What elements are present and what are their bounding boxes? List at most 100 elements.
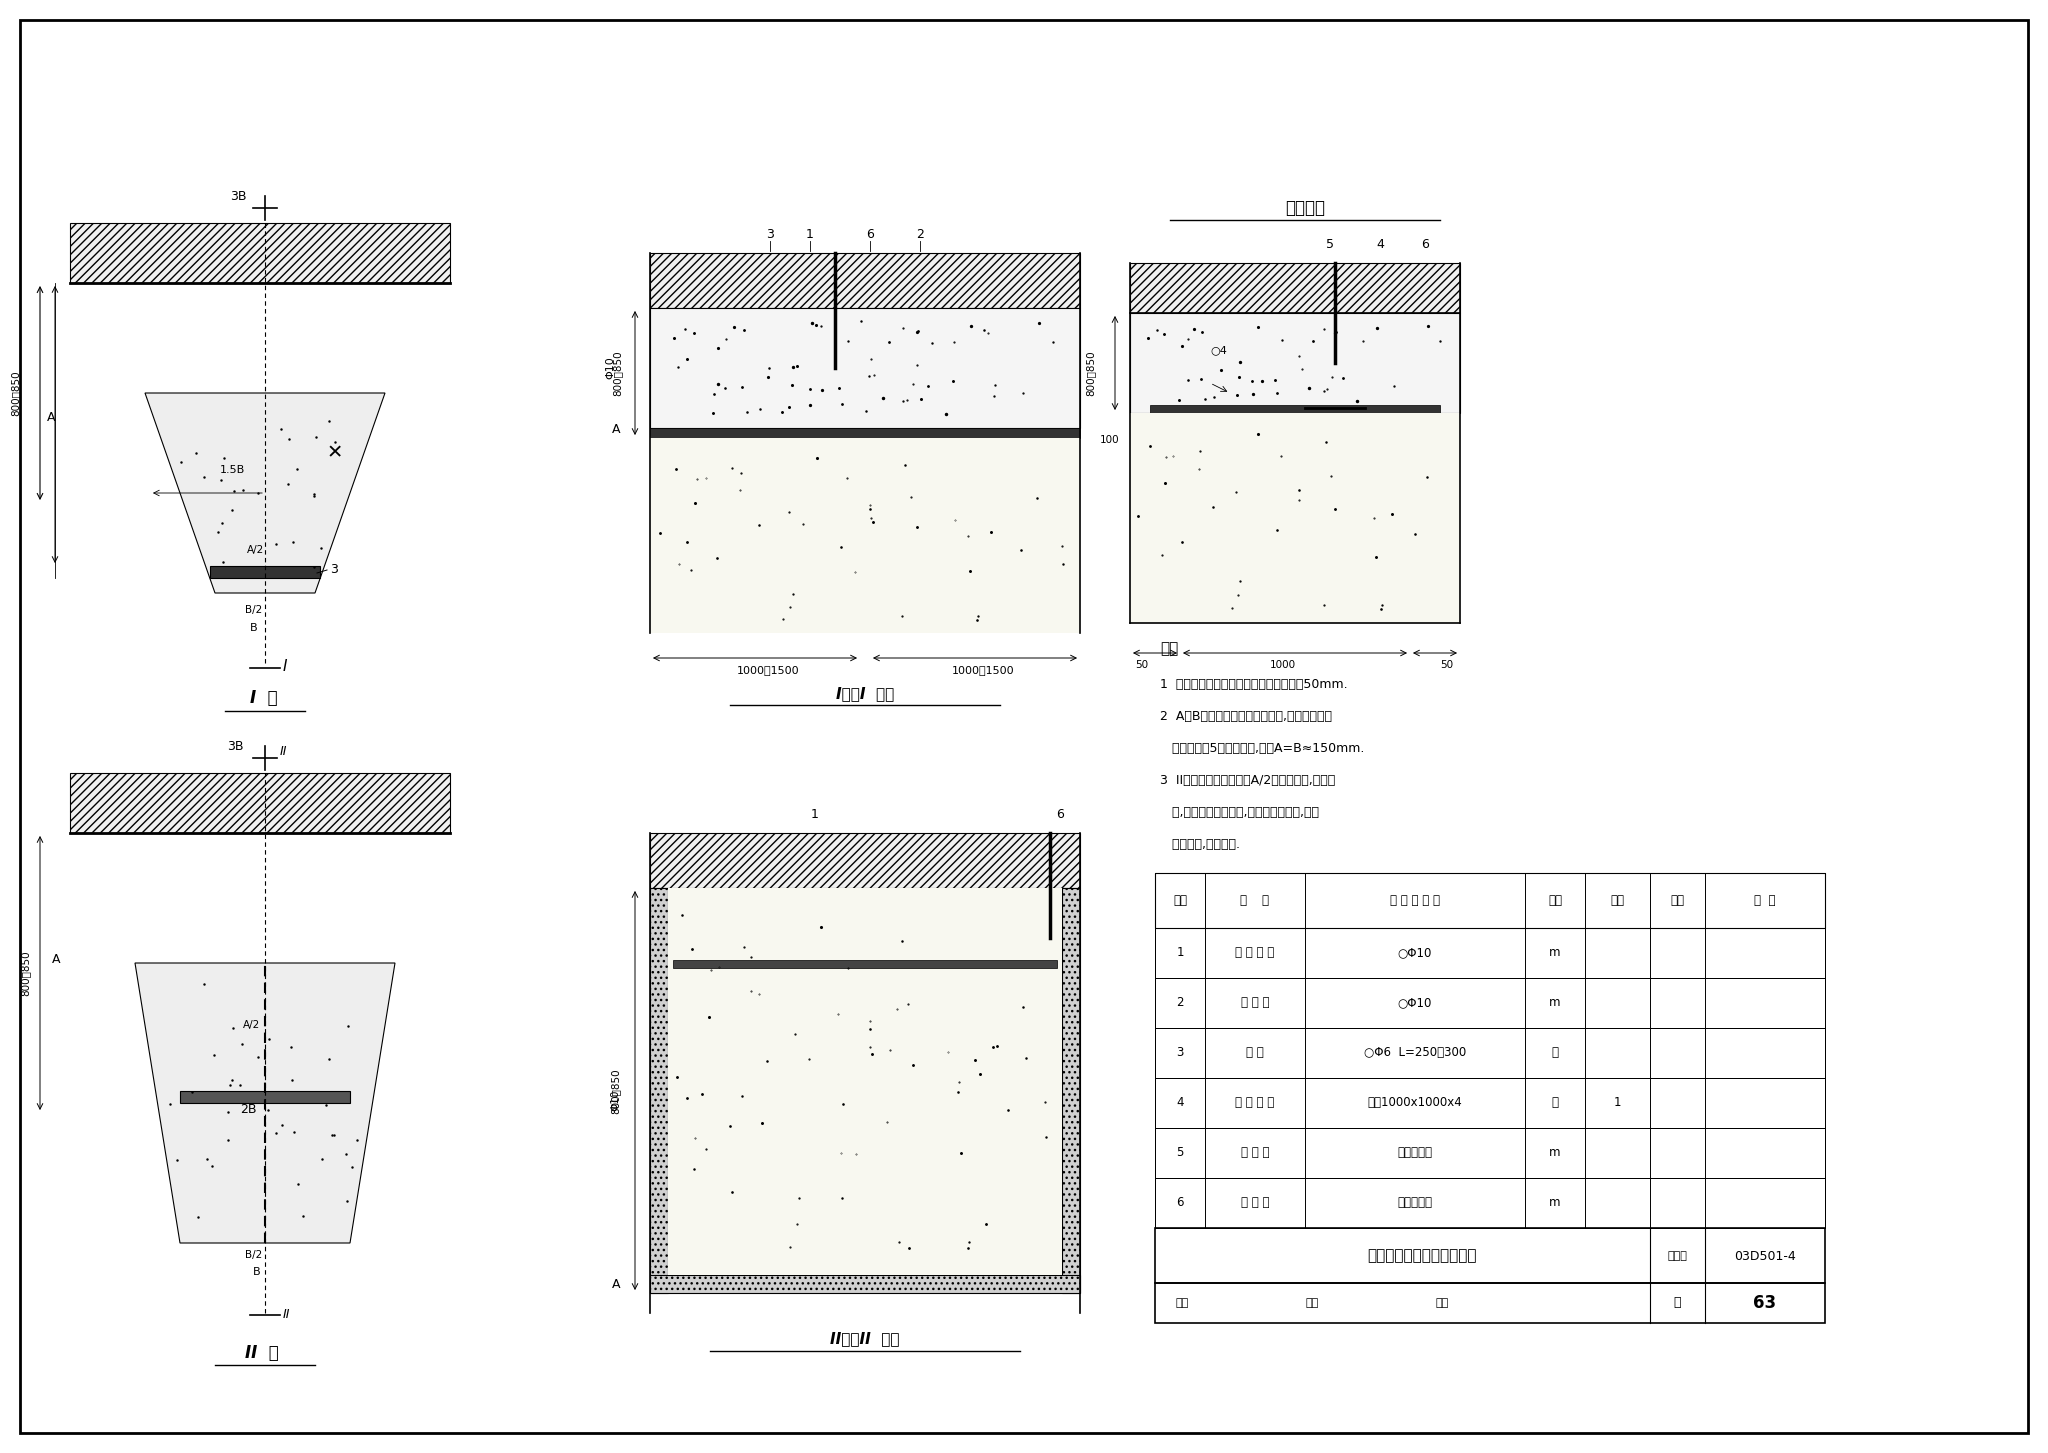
Text: A/2: A/2: [248, 545, 264, 555]
Text: 3: 3: [330, 562, 338, 575]
Text: 块: 块: [1552, 1097, 1559, 1110]
Text: 3B: 3B: [227, 740, 244, 753]
Text: 800～850: 800～850: [610, 1068, 621, 1114]
Text: 3: 3: [1176, 1046, 1184, 1059]
Text: m: m: [1548, 1146, 1561, 1159]
Text: 03D501-4: 03D501-4: [1735, 1250, 1796, 1263]
Text: 接 地 导 体: 接 地 导 体: [1235, 1097, 1274, 1110]
Text: 800～850: 800～850: [1085, 350, 1096, 395]
Text: 备  注: 备 注: [1755, 894, 1776, 907]
Text: 100: 100: [1100, 434, 1120, 445]
Polygon shape: [649, 253, 1079, 308]
Text: ○Φ10: ○Φ10: [1399, 997, 1432, 1010]
Text: 平板接地: 平板接地: [1284, 199, 1325, 216]
Bar: [649, 308, 1079, 429]
Bar: [649, 888, 668, 1293]
Text: 钢板1000x1000x4: 钢板1000x1000x4: [1368, 1097, 1462, 1110]
Bar: [1130, 312, 1460, 413]
Text: 采用降阻剂板型接地极安装: 采用降阻剂板型接地极安装: [1368, 1248, 1477, 1264]
Text: 6: 6: [866, 228, 874, 241]
Bar: [1155, 1178, 1825, 1228]
Text: 50: 50: [1440, 660, 1454, 670]
Text: B: B: [254, 1267, 260, 1277]
Text: 4: 4: [1376, 238, 1384, 251]
Text: 1: 1: [811, 808, 819, 821]
Text: 降 阻 剂: 降 阻 剂: [1241, 1196, 1270, 1209]
Text: 800～850: 800～850: [10, 371, 20, 416]
Text: Φ10: Φ10: [610, 1090, 621, 1110]
Text: II: II: [281, 745, 287, 758]
Text: ○4: ○4: [1210, 344, 1227, 355]
Text: Φ10: Φ10: [604, 356, 614, 379]
Text: 图集号: 图集号: [1667, 1251, 1688, 1261]
Text: 5: 5: [1325, 238, 1333, 251]
Text: 6: 6: [1176, 1196, 1184, 1209]
Bar: [1155, 1128, 1825, 1178]
Text: A/2: A/2: [244, 1020, 260, 1030]
Text: ○Φ6  L=250～300: ○Φ6 L=250～300: [1364, 1046, 1466, 1059]
Text: 数量: 数量: [1610, 894, 1624, 907]
Text: 见工程设计: 见工程设计: [1397, 1146, 1432, 1159]
Text: 1.5B: 1.5B: [219, 465, 246, 475]
Text: m: m: [1548, 997, 1561, 1010]
Text: m: m: [1548, 1196, 1561, 1209]
Bar: [674, 960, 1057, 968]
Text: B/2: B/2: [246, 1250, 262, 1260]
Text: 名    称: 名 称: [1241, 894, 1270, 907]
Text: 2: 2: [1176, 997, 1184, 1010]
Text: 校对: 校对: [1305, 1298, 1319, 1308]
Text: 支 架: 支 架: [1245, 1046, 1264, 1059]
Text: II  型: II 型: [246, 1344, 279, 1361]
Text: 5: 5: [1176, 1146, 1184, 1159]
Text: 页: 页: [1673, 1296, 1681, 1309]
Text: 见工程设计: 见工程设计: [1397, 1196, 1432, 1209]
Bar: [668, 888, 1063, 1274]
Bar: [180, 1091, 350, 1103]
Text: 2: 2: [915, 228, 924, 241]
Text: 页次: 页次: [1669, 894, 1683, 907]
Bar: [1063, 888, 1079, 1293]
Text: 2  A与B是根据降阻剂的要求而定,如果采用本图: 2 A与B是根据降阻剂的要求而定,如果采用本图: [1159, 711, 1331, 724]
Text: ○Φ10: ○Φ10: [1399, 946, 1432, 959]
Text: II: II: [283, 1308, 291, 1321]
Polygon shape: [145, 392, 385, 593]
Text: B/2: B/2: [246, 604, 262, 615]
Text: 设计: 设计: [1436, 1298, 1448, 1308]
Bar: [1155, 928, 1825, 978]
Text: B: B: [250, 623, 258, 634]
Bar: [1130, 413, 1460, 623]
Text: 800～850: 800～850: [612, 350, 623, 395]
Bar: [1155, 1078, 1825, 1128]
Bar: [1155, 1283, 1825, 1324]
Text: I－－I  剖面: I－－I 剖面: [836, 686, 895, 700]
Text: 1  平板接地体四周的降阻剂应比平板宽出50mm.: 1 平板接地体四周的降阻剂应比平板宽出50mm.: [1159, 679, 1348, 692]
Text: II－－II  剖面: II－－II 剖面: [829, 1331, 899, 1345]
Text: 50: 50: [1135, 660, 1149, 670]
Polygon shape: [70, 773, 451, 833]
Text: 型 号 及 规 格: 型 号 及 规 格: [1391, 894, 1440, 907]
Polygon shape: [1130, 263, 1460, 312]
Text: 3B: 3B: [229, 190, 246, 203]
Text: 个: 个: [1552, 1046, 1559, 1059]
Text: 接 地 导 体: 接 地 导 体: [1235, 946, 1274, 959]
Bar: [649, 1274, 1079, 1293]
Text: 单位: 单位: [1548, 894, 1563, 907]
Bar: [649, 437, 1079, 634]
Text: A: A: [612, 423, 621, 436]
Text: ✕: ✕: [328, 443, 344, 462]
Text: 审核: 审核: [1176, 1298, 1188, 1308]
Text: 接 地 线: 接 地 线: [1241, 997, 1270, 1010]
Text: 集附录中的5种降阻剂时,一般A=B≈150mm.: 集附录中的5种降阻剂时,一般A=B≈150mm.: [1159, 742, 1364, 756]
Text: m: m: [1548, 946, 1561, 959]
Bar: [1155, 873, 1825, 928]
Text: 800～850: 800～850: [20, 950, 31, 995]
Text: A: A: [47, 411, 55, 424]
Text: 3  II型施工步骤是先浇注A/2后的降阻剂,待稍硬: 3 II型施工步骤是先浇注A/2后的降阻剂,待稍硬: [1159, 774, 1335, 788]
Text: 1: 1: [1176, 946, 1184, 959]
Text: 部凝固后,填土夯实.: 部凝固后,填土夯实.: [1159, 838, 1239, 851]
Text: I: I: [283, 660, 287, 674]
Text: 1000: 1000: [1270, 660, 1296, 670]
Text: 6: 6: [1421, 238, 1430, 251]
Text: 63: 63: [1753, 1295, 1776, 1312]
Polygon shape: [135, 963, 395, 1242]
